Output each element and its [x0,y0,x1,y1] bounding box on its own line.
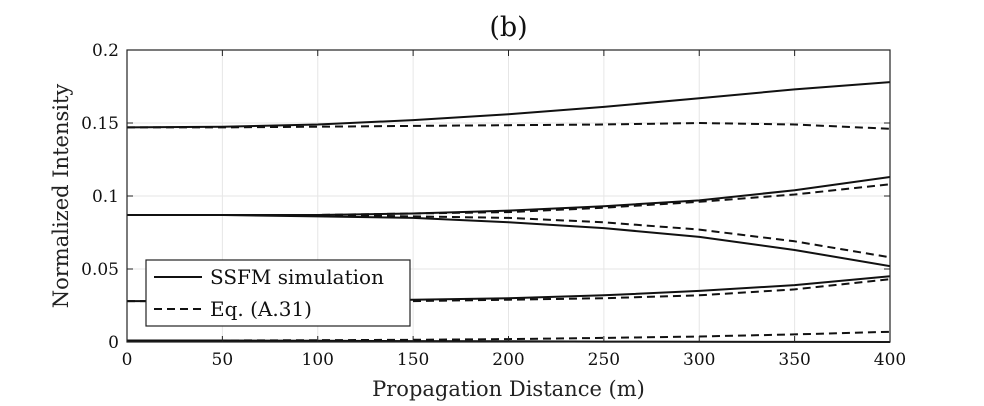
x-tick-label: 200 [492,350,524,370]
y-tick-label: 0.05 [81,260,119,280]
eq-a31-series-line-8 [127,278,891,303]
y-tick-label: 0.1 [92,187,119,207]
x-tick-label: 0 [122,350,133,370]
legend-box [145,259,411,327]
x-tick-label: 250 [588,350,620,370]
y-tick-label: 0.15 [81,114,119,134]
x-tick-label: 350 [778,350,810,370]
legend: SSFM simulation Eq. (A.31) [145,259,411,327]
y-tick-label: 0 [108,333,119,353]
ssfm-series-line-2 [127,214,891,268]
ticks: 0 50 100 150 200 250 300 350 400 0 0.05 0.1 0.15 0.2 [81,41,906,370]
x-axis-label: Propagation Distance (m) [372,377,645,401]
eq-a31-series-line-6 [127,183,891,216]
chart-title: (b) [489,12,527,43]
x-tick-label: 50 [212,350,234,370]
x-tick-label: 300 [683,350,715,370]
y-tick-label: 0.2 [92,41,119,61]
legend-entry-eq-a31: Eq. (A.31) [210,297,312,321]
ssfm-series-line-0 [126,81,891,129]
x-tick-label: 150 [397,350,429,370]
x-tick-label: 100 [302,350,334,370]
eq-a31-series-line-5 [127,122,891,130]
eq-a31-series-line-7 [127,214,891,259]
legend-entry-ssfm-simulation: SSFM simulation [210,265,384,289]
x-tick-label: 400 [874,350,906,370]
y-axis-label: Normalized Intensity [49,84,73,309]
